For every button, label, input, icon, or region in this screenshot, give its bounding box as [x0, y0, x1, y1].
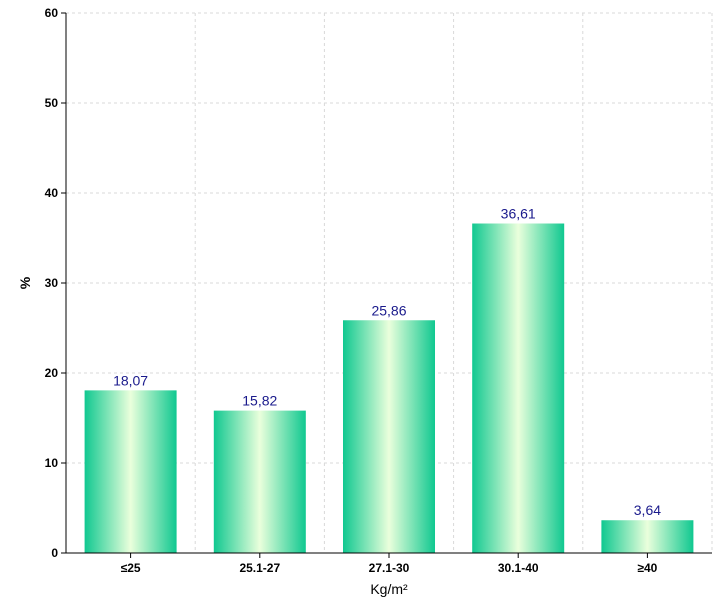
- x-tick-label: ≤25: [121, 561, 141, 575]
- y-tick-label: 60: [45, 6, 59, 20]
- y-tick-label: 20: [45, 366, 59, 380]
- data-labels: 18,07 15,82 25,86 36,61 3,64: [113, 206, 661, 519]
- bar-2: [213, 410, 306, 553]
- x-tick-label: 25.1-27: [239, 561, 280, 575]
- y-tick-label: 10: [45, 456, 59, 470]
- bar-value-label: 15,82: [242, 393, 277, 409]
- y-tick-label: 50: [45, 96, 59, 110]
- y-tick-label: 40: [45, 186, 59, 200]
- bar-value-label: 36,61: [501, 206, 536, 222]
- y-tick-label: 0: [51, 546, 58, 560]
- y-axis-title: %: [17, 276, 33, 289]
- y-tick-label: 30: [45, 276, 59, 290]
- bar-1: [84, 390, 177, 553]
- bar-5: [601, 520, 694, 553]
- bar-value-label: 3,64: [634, 502, 661, 518]
- bars: [84, 223, 694, 553]
- grid-lines: [66, 12, 713, 553]
- x-axis-title: Kg/m²: [370, 581, 408, 597]
- x-tick-label: ≥40: [637, 561, 657, 575]
- bar-value-label: 18,07: [113, 372, 148, 388]
- x-tick-label: 30.1-40: [498, 561, 539, 575]
- bar-4: [472, 223, 565, 553]
- bar-value-label: 25,86: [371, 302, 406, 318]
- x-tick-label: 27.1-30: [369, 561, 410, 575]
- y-tick-labels: 0 10 20 30 40 50 60: [45, 6, 66, 560]
- x-tick-labels: ≤25 25.1-27 27.1-30 30.1-40 ≥40: [121, 553, 658, 575]
- bar-3: [343, 320, 435, 553]
